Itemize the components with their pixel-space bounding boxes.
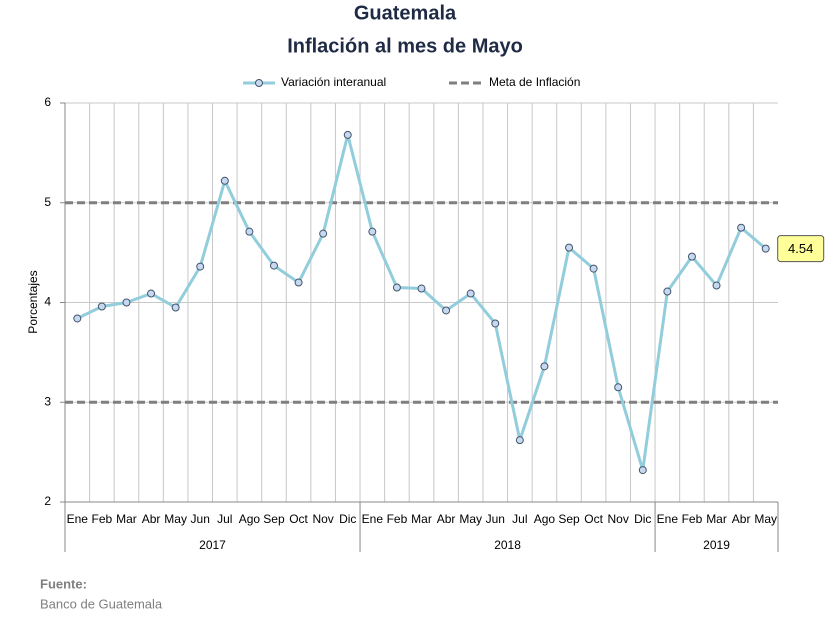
callout-box [777,235,825,263]
marker [614,383,623,392]
x-tick-label: Jul [512,512,527,526]
x-tick-label: May [459,512,482,526]
legend-marker [255,79,263,87]
x-tick-label: Nov [608,512,629,526]
x-tick-label: Dic [634,512,651,526]
marker [761,244,770,253]
marker [737,223,746,232]
marker [220,176,229,185]
source-label: Fuente: [40,576,87,591]
marker [392,283,401,292]
x-tick-label: Feb [682,512,703,526]
x-tick-label: Abr [437,512,456,526]
x-tick-label: Mar [411,512,432,526]
group-label: 2019 [703,538,730,552]
x-tick-label: Jun [191,512,210,526]
x-tick-label: May [754,512,777,526]
x-tick-label: Abr [732,512,751,526]
marker [122,298,131,307]
marker [687,252,696,261]
x-tick-label: Mar [116,512,137,526]
x-tick-label: Dic [339,512,356,526]
x-tick-label: Mar [706,512,727,526]
x-tick-label: Sep [558,512,580,526]
marker [343,130,352,139]
marker [712,281,721,290]
marker [417,284,426,293]
marker [368,227,377,236]
legend-label: Variación interanual [281,75,386,89]
x-tick-label: Oct [289,512,308,526]
marker [638,466,647,475]
x-tick-label: Ene [67,512,89,526]
chart-title: Guatemala [354,2,457,24]
x-tick-label: Jun [486,512,505,526]
marker [589,264,598,273]
marker [515,436,524,445]
legend-label: Meta de Inflación [489,75,580,89]
marker [319,229,328,238]
marker [491,319,500,328]
chart-subtitle: Inflación al mes de Mayo [287,35,523,57]
x-tick-label: Ago [534,512,556,526]
y-tick-label: 5 [44,195,51,209]
x-tick-label: Jul [217,512,232,526]
marker [196,262,205,271]
y-axis-label: Porcentajes [26,270,40,333]
marker [294,278,303,287]
x-tick-label: Abr [142,512,161,526]
data-label: 4.54 [788,241,813,256]
marker [663,287,672,296]
y-tick-label: 4 [44,295,51,309]
x-tick-label: Ene [362,512,384,526]
marker [73,314,82,323]
x-tick-label: Nov [312,512,333,526]
marker [565,243,574,252]
x-tick-label: May [164,512,187,526]
x-tick-label: Feb [387,512,408,526]
y-tick-label: 2 [44,494,51,508]
x-tick-label: Ago [239,512,261,526]
x-tick-label: Ene [657,512,679,526]
x-tick-label: Oct [584,512,603,526]
marker [97,302,106,311]
x-tick-label: Sep [263,512,285,526]
y-tick-label: 6 [44,95,51,109]
marker [442,306,451,315]
marker [245,227,254,236]
marker [466,289,475,298]
marker [540,362,549,371]
y-tick-label: 3 [44,394,51,408]
marker [147,289,156,298]
x-tick-label: Feb [92,512,113,526]
group-label: 2017 [199,538,226,552]
group-label: 2018 [494,538,521,552]
source-text: Banco de Guatemala [40,596,163,611]
marker [269,261,278,270]
marker [171,303,180,312]
